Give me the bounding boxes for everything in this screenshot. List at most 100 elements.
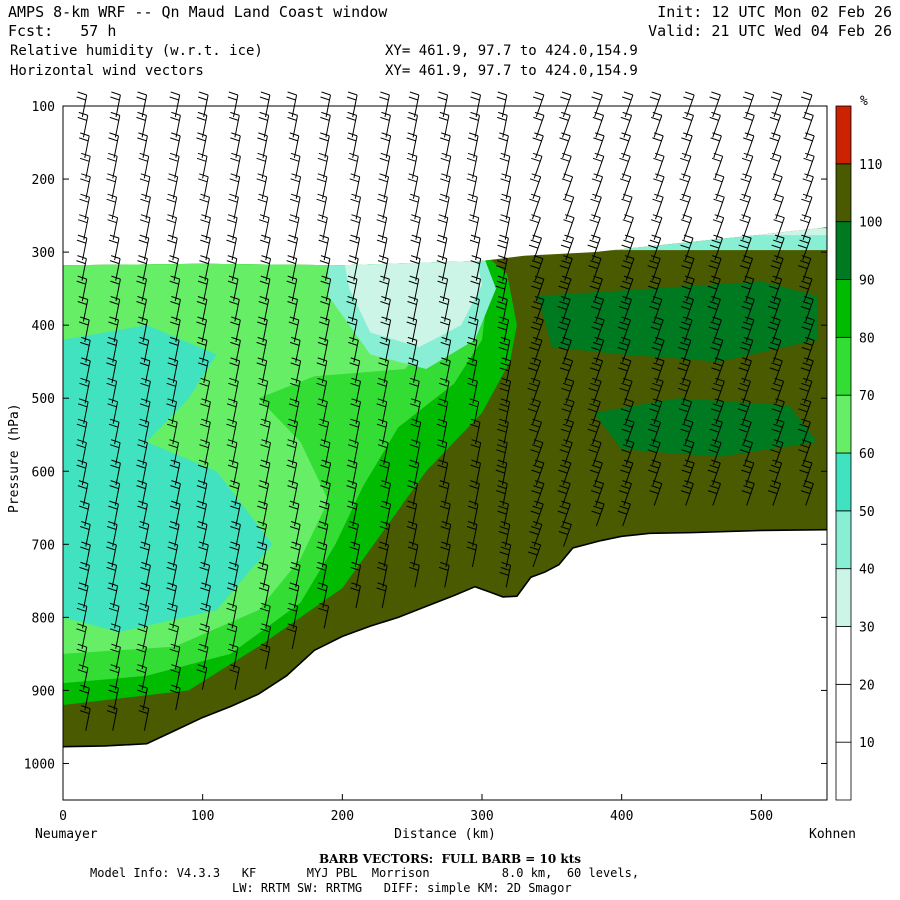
wind-barb — [528, 418, 542, 445]
wind-barb — [709, 418, 723, 445]
wind-barb — [230, 152, 241, 179]
wind-barb — [349, 418, 360, 445]
wind-barb — [168, 255, 179, 281]
wind-barb — [409, 377, 420, 404]
wind-barb — [106, 377, 118, 404]
wind-barb — [558, 521, 572, 547]
wind-barb — [106, 357, 117, 383]
wind-barb — [349, 541, 361, 568]
wind-barb — [257, 132, 268, 158]
wind-barb — [769, 275, 783, 302]
wind-barb — [199, 193, 210, 220]
wind-barb — [587, 234, 601, 261]
wind-barb — [467, 316, 479, 343]
wind-barb — [77, 582, 89, 608]
wind-barb — [653, 173, 665, 199]
wind-barb — [79, 193, 90, 220]
physics-info-line: LW: RRTM SW: RRTMG DIFF: simple KM: 2D S… — [232, 881, 572, 895]
wind-barb — [499, 357, 512, 383]
wind-barb — [288, 214, 300, 240]
wind-barb — [380, 132, 392, 158]
colorbar-segment — [835, 741, 852, 801]
wind-barb — [80, 173, 91, 199]
wind-barb — [587, 398, 601, 424]
wind-barb — [680, 418, 694, 445]
wind-barb — [769, 111, 782, 138]
wind-barb — [137, 623, 148, 649]
wind-barb — [228, 377, 239, 404]
plot-frame — [62, 105, 828, 801]
wind-barb — [196, 316, 207, 343]
wind-barb — [707, 459, 721, 486]
wind-barb — [226, 418, 237, 445]
wind-barb — [169, 459, 181, 486]
wind-barb — [200, 214, 211, 240]
wind-barb — [440, 152, 452, 179]
wind-barb — [196, 336, 208, 363]
colorbar-segment — [835, 221, 852, 280]
wind-barb — [317, 152, 329, 179]
wind-barb — [349, 357, 361, 383]
wind-barb — [108, 500, 119, 527]
wind-barb — [226, 602, 237, 629]
y-tick-label: 1000 — [24, 757, 55, 772]
colorbar-segment — [835, 336, 852, 396]
wind-barb — [438, 296, 450, 322]
field-wind-label: Horizontal wind vectors — [10, 63, 204, 79]
wind-barb — [288, 398, 300, 424]
wind-barb — [230, 336, 241, 363]
wind-barb — [436, 255, 448, 281]
wind-barb — [801, 316, 815, 343]
wind-barb — [350, 561, 361, 588]
init-time: Init: 12 UTC Mon 02 Feb 26 — [657, 3, 892, 21]
wind-barb — [289, 377, 301, 404]
wind-barb — [79, 561, 90, 588]
wind-barb — [589, 275, 603, 302]
plot-title: AMPS 8-km WRF -- Qn Maud Land Coast wind… — [8, 3, 388, 21]
wind-barb — [258, 111, 270, 138]
wind-barb — [530, 439, 544, 465]
wind-barb — [410, 418, 422, 445]
wind-barb — [618, 357, 632, 384]
wind-barb — [770, 255, 784, 281]
wind-barb — [528, 541, 542, 568]
wind-barb — [409, 561, 420, 588]
wind-barb — [316, 173, 328, 199]
wind-barb — [709, 234, 723, 261]
wind-barb — [136, 275, 147, 302]
wind-barb — [350, 214, 361, 240]
wind-barb — [380, 296, 391, 322]
wind-barb — [621, 418, 635, 445]
wind-barb — [648, 459, 662, 486]
wind-barb — [559, 439, 573, 465]
colorbar-label: 50 — [859, 505, 875, 520]
wind-barb — [798, 439, 812, 465]
wind-barb — [617, 316, 631, 343]
y-tick-label: 400 — [32, 319, 55, 334]
wind-barb — [349, 173, 361, 199]
wind-barb — [168, 336, 180, 363]
wind-barb — [591, 500, 605, 527]
wind-barb — [166, 193, 178, 220]
wind-barb — [226, 398, 238, 424]
wind-barb — [139, 173, 151, 199]
wind-barb — [531, 275, 545, 302]
wind-barb — [499, 561, 512, 588]
wind-barb — [316, 193, 328, 220]
wind-barb — [588, 439, 602, 465]
wind-barb — [651, 336, 665, 363]
colorbar-label: 100 — [859, 216, 882, 231]
wind-barb — [286, 439, 298, 465]
wind-barb — [138, 152, 150, 179]
wind-barb — [258, 480, 270, 506]
wind-barb — [197, 643, 209, 670]
xy-range-2: XY= 461.9, 97.7 to 424.0,154.9 — [385, 63, 638, 79]
wind-barb — [739, 439, 753, 465]
wind-barb — [436, 234, 448, 261]
wind-barb — [797, 234, 811, 261]
wind-barb — [136, 664, 147, 690]
wind-barb — [437, 398, 449, 424]
wind-barb — [649, 480, 663, 506]
wind-barb — [380, 480, 391, 506]
wind-barb — [76, 602, 88, 629]
